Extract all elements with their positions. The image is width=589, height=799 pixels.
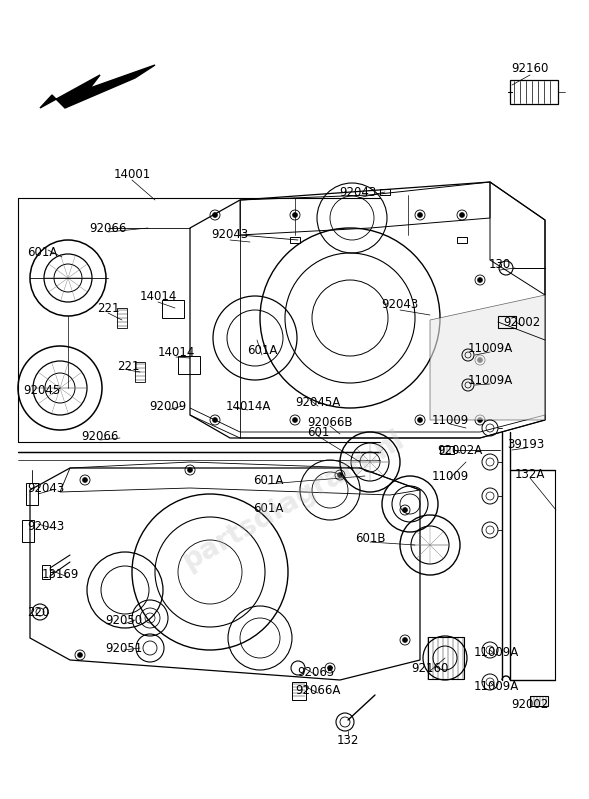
Text: 11009A: 11009A [468,373,512,387]
Circle shape [478,277,482,283]
Circle shape [82,478,88,483]
Text: 11009A: 11009A [474,646,519,658]
Bar [530,696,548,706]
Text: 92160: 92160 [511,62,549,74]
Text: 92065: 92065 [297,666,335,678]
Text: 92009: 92009 [150,400,187,412]
Text: 92043: 92043 [211,229,249,241]
Text: 601A: 601A [247,344,277,356]
Bar [290,237,300,243]
Text: 601: 601 [307,426,329,439]
Text: 92043: 92043 [27,482,65,495]
Text: 11009A: 11009A [468,341,512,355]
Text: 92066A: 92066A [295,683,340,697]
Text: 92066B: 92066B [307,415,353,428]
Circle shape [337,472,342,478]
Text: 11009: 11009 [431,414,469,427]
Text: 92066: 92066 [90,221,127,234]
Text: 14014: 14014 [140,289,177,303]
Bar [428,637,464,679]
Text: 92043: 92043 [339,186,376,200]
Circle shape [293,213,297,217]
Text: 601A: 601A [27,245,57,259]
Polygon shape [430,295,545,420]
Text: 14001: 14001 [113,169,151,181]
Text: 221: 221 [117,360,139,372]
Text: 92045A: 92045A [295,396,340,408]
Text: 132: 132 [337,733,359,746]
Text: 92045: 92045 [24,384,61,396]
Bar [178,356,200,374]
Text: 92160: 92160 [411,662,449,674]
Text: 39193: 39193 [507,438,545,451]
Text: 92066: 92066 [81,430,119,443]
Bar [380,189,390,195]
Text: 601B: 601B [355,531,385,544]
Circle shape [327,666,333,670]
Text: 11009: 11009 [431,470,469,483]
Text: 132A: 132A [515,467,545,480]
Text: 92002: 92002 [504,316,541,328]
Bar [26,483,38,505]
Text: 13169: 13169 [41,567,79,581]
Bar [510,80,558,104]
Circle shape [478,357,482,363]
Text: 92002A: 92002A [438,443,482,456]
Text: 220: 220 [27,606,49,618]
Circle shape [78,653,82,658]
Text: 14014A: 14014A [226,400,271,412]
Text: partsdiagram.nl: partsdiagram.nl [178,425,410,575]
Bar [292,682,306,700]
Text: 601A: 601A [253,474,283,487]
Text: 92050: 92050 [105,614,143,626]
Text: 130: 130 [489,257,511,271]
Circle shape [402,638,408,642]
Text: 92043: 92043 [381,299,419,312]
Circle shape [418,213,422,217]
Circle shape [402,507,408,512]
Text: 92002: 92002 [511,698,548,710]
Polygon shape [40,65,155,108]
Text: 11009A: 11009A [474,679,519,693]
Text: 221: 221 [97,301,119,315]
Circle shape [187,467,193,472]
Bar [42,565,50,579]
Text: 92043: 92043 [27,519,65,532]
Circle shape [478,418,482,423]
Circle shape [213,213,217,217]
Bar [440,446,454,454]
Circle shape [459,213,465,217]
Bar [457,237,467,243]
Bar [135,362,145,382]
Bar [498,316,516,328]
Bar [117,308,127,328]
Text: 14014: 14014 [157,345,195,359]
Bar [22,520,34,542]
Text: 92051: 92051 [105,642,143,654]
Circle shape [213,418,217,423]
Text: 601A: 601A [253,502,283,515]
Bar [162,300,184,318]
Circle shape [418,418,422,423]
Circle shape [293,418,297,423]
